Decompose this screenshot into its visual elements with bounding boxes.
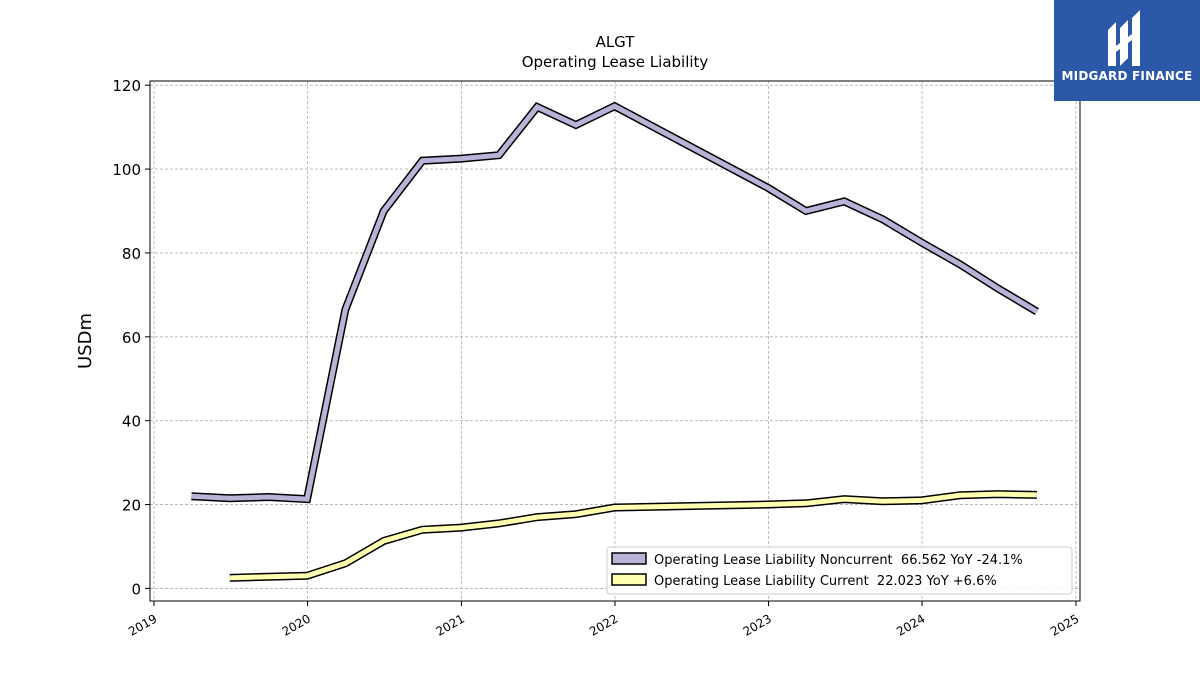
data-point	[959, 263, 961, 265]
legend: Operating Lease Liability Noncurrent 66.…	[606, 546, 1073, 595]
data-point	[921, 499, 923, 501]
data-point	[306, 498, 308, 500]
data-point	[344, 308, 346, 311]
x-tick-label: 2023	[741, 611, 774, 638]
data-point	[767, 503, 769, 506]
x-tick-label: 2019	[126, 611, 159, 638]
data-point	[267, 496, 269, 498]
chart-title: ALGT	[596, 33, 636, 51]
data-point	[421, 529, 423, 531]
data-point	[536, 106, 538, 108]
y-tick-label: 120	[112, 77, 141, 95]
data-point	[843, 498, 845, 500]
data-point	[997, 288, 999, 290]
data-point	[229, 577, 231, 579]
data-point	[997, 493, 999, 495]
data-point	[267, 576, 269, 578]
data-point	[1036, 494, 1038, 496]
data-point	[882, 218, 884, 220]
legend-swatch-current	[611, 573, 647, 586]
y-tick-label: 20	[122, 497, 141, 515]
data-point	[306, 575, 308, 577]
x-tick-label: 2020	[280, 611, 313, 638]
data-point	[767, 187, 769, 189]
y-tick-label: 40	[122, 413, 141, 431]
series-layer	[190, 101, 1039, 582]
x-tick-label: 2022	[587, 611, 620, 638]
y-tick-label: 0	[131, 580, 141, 598]
data-point	[383, 540, 385, 542]
series-line-0	[191, 103, 1039, 502]
chart-subtitle: Operating Lease Liability	[522, 53, 709, 71]
y-tick-label: 80	[122, 245, 141, 263]
data-point	[1036, 311, 1038, 313]
legend-swatch-noncurrent	[611, 552, 647, 565]
data-point	[460, 158, 462, 160]
data-point	[805, 210, 807, 212]
y-tick-label: 100	[112, 161, 141, 179]
x-tick-label: 2021	[434, 611, 467, 638]
data-point	[805, 502, 807, 504]
data-point	[498, 522, 500, 525]
data-point	[843, 200, 845, 202]
legend-label-noncurrent: Operating Lease Liability Noncurrent 66.…	[654, 553, 1023, 568]
data-point	[575, 124, 577, 126]
logo-text: MIDGARD FINANCE	[1061, 69, 1193, 83]
data-point	[190, 495, 192, 497]
data-point	[229, 497, 231, 499]
data-point	[498, 154, 500, 156]
midgard-finance-logo: MIDGARD FINANCE	[1054, 0, 1200, 101]
data-point	[614, 506, 616, 509]
data-point	[959, 494, 961, 496]
legend-box	[606, 546, 1073, 595]
midgard-logo-icon	[1108, 10, 1140, 66]
y-axis-label: USDm	[75, 313, 96, 369]
grid-layer	[150, 81, 1080, 601]
data-point	[383, 210, 385, 212]
data-point	[536, 516, 538, 518]
data-point	[575, 513, 577, 515]
data-point	[421, 160, 423, 162]
data-point	[882, 500, 884, 502]
data-point	[614, 105, 616, 107]
y-tick-label: 60	[122, 329, 141, 347]
data-point	[344, 562, 346, 564]
legend-label-current: Operating Lease Liability Current 22.023…	[654, 574, 997, 589]
data-point	[921, 241, 923, 244]
data-point	[460, 527, 462, 529]
x-tick-label: 2024	[894, 611, 927, 638]
x-tick-label: 2025	[1048, 611, 1081, 638]
